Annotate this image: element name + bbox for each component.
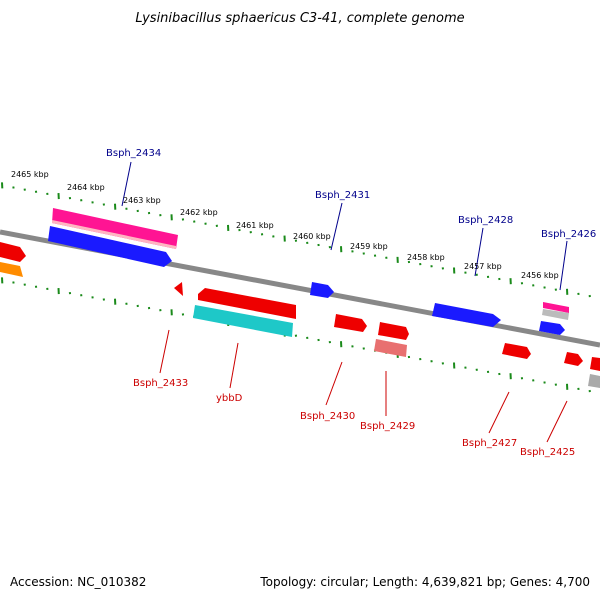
gene-label-top-layer: Bsph_2434 Bsph_2431 Bsph_2428 Bsph_2426 — [106, 148, 596, 240]
connector-2426 — [559, 240, 568, 291]
gene-feature-pink-2426[interactable] — [543, 302, 569, 313]
gene-feature-cyan[interactable] — [193, 305, 293, 337]
connector-2433 — [159, 329, 170, 374]
scale-label: 2457 kbp — [464, 262, 502, 271]
scale-label: 2456 kbp — [521, 271, 559, 280]
connector-2427 — [488, 391, 510, 434]
connector-2425 — [546, 400, 568, 443]
connector-2428 — [474, 227, 484, 277]
gene-feature-red-2429a[interactable] — [378, 322, 409, 340]
gene-feature-red-2430[interactable] — [334, 314, 367, 332]
scale-label: 2460 kbp — [293, 232, 331, 241]
scale-label: 2463 kbp — [123, 196, 161, 205]
scale-label: 2465 kbp — [11, 170, 49, 179]
gene-label-bsph-2425[interactable]: Bsph_2425 — [520, 447, 575, 458]
gene-feature-red-right2[interactable] — [590, 357, 600, 371]
gene-label-bottom-layer: Bsph_2433 ybbD Bsph_2430 Bsph_2429 Bsph_… — [133, 378, 575, 458]
gene-label-bsph-2433[interactable]: Bsph_2433 — [133, 378, 188, 389]
gene-label-bsph-2434[interactable]: Bsph_2434 — [106, 148, 161, 159]
scale-label: 2464 kbp — [67, 183, 105, 192]
gene-feature-red-2427[interactable] — [502, 343, 531, 359]
gene-feature-blue-2426[interactable] — [539, 321, 565, 335]
gene-label-bsph-2430[interactable]: Bsph_2430 — [300, 411, 355, 422]
gene-feature-red-long[interactable] — [198, 288, 296, 319]
gene-label-bsph-2428[interactable]: Bsph_2428 — [458, 215, 513, 226]
scale-label: 2459 kbp — [350, 242, 388, 251]
connector-layer — [121, 161, 568, 443]
accession-text: Accession: NC_010382 — [10, 575, 147, 589]
connector-ybbD — [229, 342, 239, 389]
genome-summary-text: Topology: circular; Length: 4,639,821 bp… — [260, 575, 590, 589]
gene-label-bsph-2426[interactable]: Bsph_2426 — [541, 229, 596, 240]
connector-2431 — [330, 202, 343, 251]
gene-feature-pale-2429[interactable] — [374, 339, 407, 357]
gene-feature-left-orange[interactable] — [0, 262, 23, 277]
gene-feature-blue-2431[interactable] — [310, 282, 334, 298]
feature-layer — [0, 208, 600, 388]
gene-feature-grey-2426 — [542, 309, 569, 320]
gene-feature-red-right1[interactable] — [564, 352, 583, 366]
scale-label: 2461 kbp — [236, 221, 274, 230]
gene-feature-blue-2428[interactable] — [432, 303, 501, 327]
scale-label-layer: 2465 kbp 2464 kbp 2463 kbp 2462 kbp 2461… — [11, 170, 559, 280]
scale-label: 2458 kbp — [407, 253, 445, 262]
connector-2434 — [121, 161, 132, 207]
gene-feature-grey-right[interactable] — [588, 374, 600, 388]
gene-feature-small-red[interactable] — [174, 282, 183, 296]
map-title: Lysinibacillus sphaericus C3-41, complet… — [135, 11, 465, 26]
gene-label-bsph-2427[interactable]: Bsph_2427 — [462, 438, 517, 449]
gene-feature-left-red[interactable] — [0, 242, 26, 262]
connector-2430 — [325, 361, 343, 406]
gene-feature-pink[interactable] — [52, 208, 178, 249]
gene-feature-pink-shade — [52, 220, 176, 249]
gene-label-ybbd[interactable]: ybbD — [216, 393, 243, 404]
gene-feature-blue-long[interactable] — [48, 226, 172, 267]
gene-label-bsph-2429[interactable]: Bsph_2429 — [360, 421, 415, 432]
gene-label-bsph-2431[interactable]: Bsph_2431 — [315, 190, 370, 201]
scale-label: 2462 kbp — [180, 208, 218, 217]
